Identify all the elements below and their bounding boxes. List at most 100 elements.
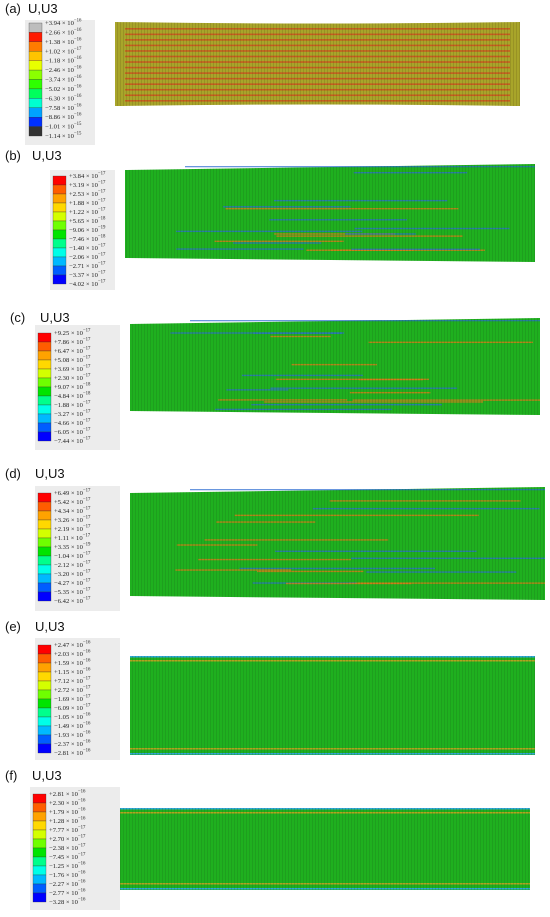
legend-label: +3.26 × 10−17	[54, 516, 91, 524]
legend-exponent: −17	[83, 347, 91, 352]
legend-label: +2.30 × 10−17	[54, 374, 91, 382]
legend-swatch	[37, 716, 52, 727]
legend-label: +6.47 × 10−17	[54, 347, 91, 355]
legend-mantissa: −2.27 × 10	[49, 881, 79, 888]
legend-label: −9.06 × 10−19	[69, 226, 106, 234]
legend-exponent: −17	[98, 190, 106, 195]
contour-plot	[130, 318, 540, 415]
legend-exponent: −17	[98, 172, 106, 177]
mesh	[130, 318, 540, 415]
legend-title: U,U3	[35, 619, 65, 634]
legend-mantissa: −4.02 × 10	[69, 281, 99, 288]
legend-label: +3.35 × 10−19	[54, 543, 91, 551]
legend-label: −2.71 × 10−17	[69, 262, 106, 270]
legend-exponent: −17	[83, 525, 91, 530]
legend-swatch	[52, 220, 67, 231]
legend-mantissa: −1.25 × 10	[49, 863, 79, 870]
legend-swatch	[37, 591, 52, 602]
legend-mantissa: +2.03 × 10	[54, 651, 84, 658]
legend-label: +2.70 × 10−17	[49, 835, 86, 843]
legend-label: −2.38 × 10−17	[49, 844, 86, 852]
legend-mantissa: +3.19 × 10	[69, 182, 99, 189]
legend-label: +7.86 × 10−17	[54, 338, 91, 346]
legend-swatch	[37, 644, 52, 655]
legend-mantissa: +2.81 × 10	[49, 791, 79, 798]
legend-swatch	[37, 707, 52, 718]
legend-exponent: −16	[83, 722, 91, 727]
legend-swatch	[28, 51, 43, 61]
legend-mantissa: −9.06 × 10	[69, 227, 99, 234]
legend-exponent: −16	[78, 898, 86, 903]
legend-mantissa: +5.65 × 10	[69, 218, 99, 225]
legend-swatch	[37, 671, 52, 682]
legend-exponent: −19	[83, 543, 91, 548]
legend-swatch	[37, 680, 52, 691]
legend-label: −2.37 × 10−16	[54, 740, 91, 748]
legend-label: −5.35 × 10−17	[54, 588, 91, 596]
legend-label: +1.15 × 10−16	[54, 668, 91, 676]
legend-swatch	[52, 175, 67, 186]
legend-mantissa: −3.28 × 10	[49, 899, 79, 906]
legend-exponent: −16	[78, 799, 86, 804]
legend-exponent: −16	[78, 871, 86, 876]
legend-exponent: −17	[83, 704, 91, 709]
legend-swatch	[37, 555, 52, 566]
legend-label: +1.02 × 10−17	[45, 47, 82, 55]
legend-label: −7.45 × 10−17	[49, 853, 86, 861]
legend-mantissa: +7.77 × 10	[49, 827, 79, 834]
legend-label: +3.69 × 10−17	[54, 365, 91, 373]
legend-swatch	[52, 202, 67, 213]
legend-swatch	[37, 519, 52, 530]
legend-exponent: −17	[83, 597, 91, 602]
legend-swatch	[52, 229, 67, 240]
legend-exponent: −17	[83, 570, 91, 575]
legend-exponent: −16	[83, 749, 91, 754]
legend-label: +1.22 × 10−17	[69, 208, 106, 216]
legend-label: +1.11 × 10−17	[54, 534, 91, 542]
panel: (f) U,U3+2.81 × 10−16+2.30 × 10−16+1.79 ×…	[5, 768, 530, 910]
legend-label: −6.42 × 10−17	[54, 597, 91, 605]
legend-exponent: −16	[78, 808, 86, 813]
legend-exponent: −16	[74, 75, 82, 80]
legend-label: −7.46 × 10−18	[69, 235, 106, 243]
legend-swatch	[37, 395, 52, 406]
legend-mantissa: −2.46 × 10	[45, 67, 75, 74]
legend-swatch	[52, 247, 67, 258]
legend-exponent: −18	[83, 383, 91, 388]
legend-exponent: −16	[78, 790, 86, 795]
legend-mantissa: +1.02 × 10	[45, 48, 75, 55]
legend-mantissa: −1.05 × 10	[54, 714, 84, 721]
legend-label: −4.27 × 10−17	[54, 579, 91, 587]
legend-exponent: −16	[78, 889, 86, 894]
legend-swatch	[37, 386, 52, 397]
legend-mantissa: −2.81 × 10	[54, 750, 84, 757]
legend-mantissa: −5.35 × 10	[54, 589, 84, 596]
legend-swatch	[32, 820, 47, 831]
legend-swatch	[52, 265, 67, 276]
legend-swatch	[28, 117, 43, 127]
legend-label: +3.84 × 10−17	[69, 172, 106, 180]
legend-exponent: −16	[83, 659, 91, 664]
legend-label: +1.59 × 10−16	[54, 659, 91, 667]
mesh	[115, 22, 520, 106]
legend-mantissa: +1.28 × 10	[49, 818, 79, 825]
legend-label: −4.02 × 10−17	[69, 280, 106, 288]
legend-mantissa: +2.30 × 10	[49, 800, 79, 807]
legend-mantissa: +3.69 × 10	[54, 366, 84, 373]
legend-label: +2.30 × 10−16	[49, 799, 86, 807]
legend-mantissa: +3.84 × 10	[69, 173, 99, 180]
legend-label: −6.09 × 10−17	[54, 704, 91, 712]
legend-exponent: −17	[98, 262, 106, 267]
legend-exponent: −16	[74, 103, 82, 108]
legend-mantissa: +3.35 × 10	[54, 544, 84, 551]
legend-mantissa: −3.27 × 10	[54, 411, 84, 418]
legend-mantissa: −6.30 × 10	[45, 95, 75, 102]
legend-label: −3.74 × 10−16	[45, 75, 82, 83]
legend-mantissa: −1.69 × 10	[54, 696, 84, 703]
legend-swatch	[28, 69, 43, 80]
legend-mantissa: +9.07 × 10	[54, 384, 84, 391]
contour-plot	[125, 164, 535, 262]
legend-label: +9.07 × 10−18	[54, 383, 91, 391]
legend-swatch	[37, 582, 52, 593]
legend-mantissa: −6.42 × 10	[54, 598, 84, 605]
